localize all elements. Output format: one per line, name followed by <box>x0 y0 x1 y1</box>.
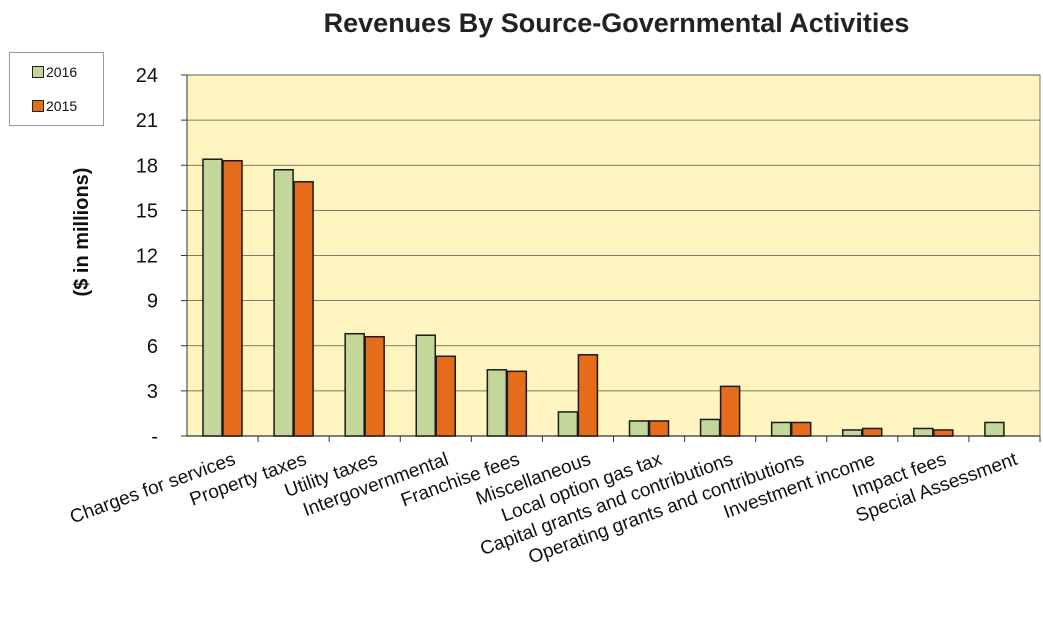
bar-2016 <box>699 418 721 437</box>
bar-2015 <box>790 421 812 437</box>
legend-swatch-2015 <box>32 100 44 112</box>
bar-2016 <box>984 421 1005 437</box>
bar-2015 <box>648 420 670 437</box>
y-axis-label: ($ in millions) <box>71 168 93 297</box>
bar-2016 <box>415 334 436 437</box>
bar-2015 <box>577 354 599 437</box>
legend-label-2015: 2015 <box>46 98 78 114</box>
bar-2016 <box>628 420 650 437</box>
y-tick-label: 24 <box>136 65 158 87</box>
bar-2015 <box>293 181 314 437</box>
y-tick-label: 9 <box>147 291 158 313</box>
legend-item-2015: 2015 <box>32 98 77 114</box>
bar-2016 <box>202 158 223 437</box>
bar-2015 <box>435 355 456 437</box>
chart-title: Revenues By Source-Governmental Activiti… <box>323 8 910 38</box>
bar-2016 <box>557 411 579 437</box>
bar-2016 <box>344 332 365 437</box>
bar-2015 <box>222 159 243 437</box>
y-tick-label: 18 <box>136 155 158 177</box>
bar-2016 <box>770 421 792 437</box>
bar-2016 <box>842 429 863 437</box>
y-tick-label: 12 <box>136 246 158 268</box>
bar-2015 <box>862 427 883 437</box>
legend-label-2016: 2016 <box>46 64 78 80</box>
bar-2016 <box>913 427 934 437</box>
legend: 2016 2015 <box>9 52 104 126</box>
legend-swatch-2016 <box>32 66 44 78</box>
bar-2015 <box>364 335 385 437</box>
y-tick-label: - <box>151 426 158 448</box>
y-tick-label: 15 <box>136 200 158 222</box>
y-tick-label: 21 <box>136 110 158 132</box>
bar-2016 <box>273 169 294 437</box>
legend-item-2016: 2016 <box>32 64 77 80</box>
bar-2016 <box>486 369 508 437</box>
y-tick-label: 3 <box>147 381 158 403</box>
y-tick-label: 6 <box>147 336 158 358</box>
bar-2015 <box>506 370 528 437</box>
bar-2015 <box>933 429 954 437</box>
bar-2015 <box>719 385 741 437</box>
